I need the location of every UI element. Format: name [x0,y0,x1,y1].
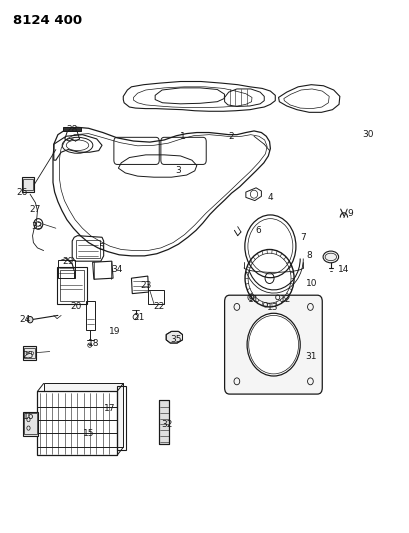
Text: 8: 8 [306,252,311,260]
Bar [159,400,169,444]
Text: 3: 3 [175,166,181,175]
Text: 6: 6 [255,226,261,235]
Text: 10: 10 [305,279,316,288]
Text: 22: 22 [153,302,164,311]
Bar [23,179,33,190]
Bar [59,270,84,301]
Bar [58,260,75,278]
Bar [159,400,169,444]
Text: 19: 19 [108,327,120,336]
Text: 27: 27 [30,205,41,214]
Text: 7: 7 [299,233,305,242]
Bar [24,348,35,358]
Text: 11: 11 [248,295,259,304]
Bar [23,346,36,360]
Bar [117,386,126,450]
Text: 23: 23 [140,280,151,289]
Text: 4: 4 [267,193,272,202]
Bar [85,301,94,330]
Text: 2: 2 [228,132,234,141]
Text: 8124 400: 8124 400 [13,14,82,27]
Text: 15: 15 [83,430,94,439]
Text: 18: 18 [88,339,99,348]
Bar [23,411,38,435]
Text: 31: 31 [305,352,316,361]
Text: 34: 34 [111,265,123,273]
Text: 25: 25 [23,351,34,360]
Bar [57,266,86,304]
Text: 5: 5 [98,244,103,253]
Text: 33: 33 [31,222,42,231]
Text: 12: 12 [279,295,291,304]
FancyBboxPatch shape [224,295,321,394]
Text: 32: 32 [161,421,173,430]
Text: 35: 35 [170,335,182,344]
Bar [63,127,81,132]
Ellipse shape [247,313,299,376]
Bar [147,290,164,304]
Text: 9: 9 [346,209,352,218]
Bar [37,391,117,455]
Text: 1: 1 [179,132,185,141]
Polygon shape [166,332,182,343]
Bar [24,413,36,434]
Text: 28: 28 [66,125,78,134]
Text: 24: 24 [20,315,31,324]
Text: 13: 13 [266,303,277,312]
Bar [22,177,34,192]
Text: 29: 29 [62,257,74,265]
Text: 14: 14 [337,265,349,273]
Ellipse shape [322,251,338,263]
Text: 17: 17 [104,405,116,414]
Text: 26: 26 [16,188,27,197]
Text: 20: 20 [70,302,82,311]
Ellipse shape [27,317,33,323]
Text: 30: 30 [361,130,373,139]
Bar [43,383,123,447]
Text: 21: 21 [133,312,144,321]
Text: 16: 16 [22,412,34,421]
Bar [76,240,100,258]
